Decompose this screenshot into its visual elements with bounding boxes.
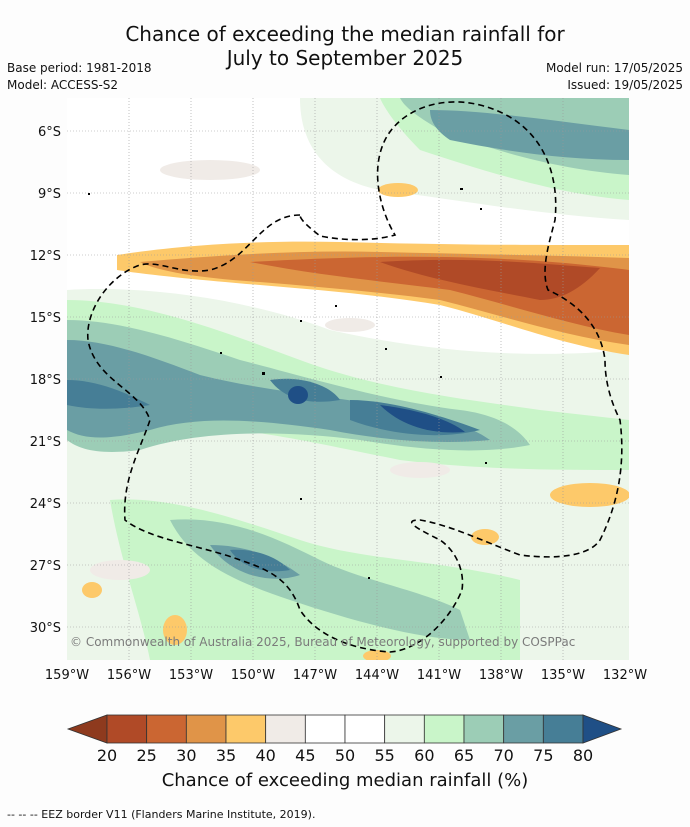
map-title: Chance of exceeding the median rainfall …	[0, 22, 690, 70]
colorbar-tick-label: 70	[493, 746, 513, 765]
colorbar-tick-label: 35	[216, 746, 236, 765]
colorbar-cell	[185, 714, 227, 744]
title-line-2: July to September 2025	[226, 46, 464, 70]
colorbar-tick-label: 75	[533, 746, 553, 765]
colorbar-tick-label: 55	[374, 746, 394, 765]
colorbar-cell	[503, 714, 544, 744]
lat-label: 21°S	[30, 435, 61, 450]
colorbar-tick-label: 25	[136, 746, 156, 765]
copyright-text: © Commonwealth of Australia 2025, Bureau…	[70, 635, 575, 649]
eez-footnote: -- -- -- EEZ border V11 (Flanders Marine…	[7, 808, 316, 821]
lon-label: 135°W	[541, 668, 585, 683]
lon-label: 138°W	[479, 668, 523, 683]
base-period: Base period: 1981-2018	[7, 61, 152, 75]
map-field	[67, 98, 629, 660]
lat-label: 24°S	[30, 497, 61, 512]
lat-label: 9°S	[38, 187, 61, 202]
lon-label: 156°W	[107, 668, 151, 683]
colorbar-cell	[304, 714, 346, 744]
lat-label: 6°S	[38, 125, 61, 140]
model-run: Model run: 17/05/2025	[545, 61, 683, 75]
colorbar-cell	[225, 714, 267, 744]
lon-label: 150°W	[231, 668, 275, 683]
colorbar-tick-label: 20	[97, 746, 117, 765]
colorbar-cell	[106, 714, 148, 744]
colorbar-label: Chance of exceeding median rainfall (%)	[161, 770, 529, 791]
eez-border	[87, 101, 623, 653]
lon-label: 141°W	[417, 668, 461, 683]
colorbar-tick-label: 65	[454, 746, 474, 765]
lon-label: 147°W	[293, 668, 337, 683]
lat-labels: 6°S 9°S 12°S 15°S 18°S 21°S 24°S 27°S 30…	[30, 125, 61, 636]
title-line-1: Chance of exceeding the median rainfall …	[125, 22, 565, 46]
colorbar-cell	[146, 714, 187, 744]
islands	[88, 188, 487, 579]
lat-label: 12°S	[30, 249, 61, 264]
colorbar-cell	[384, 714, 425, 744]
colorbar-tick-label: 45	[295, 746, 315, 765]
colorbar-tick-label: 50	[335, 746, 355, 765]
lat-label: 27°S	[30, 559, 61, 574]
lat-label: 30°S	[30, 621, 61, 636]
colorbar: 20 25 30 35 40 45 50 55 60 65 70 75 80	[66, 714, 623, 765]
issued-date: Issued: 19/05/2025	[567, 78, 683, 92]
colorbar-cell	[423, 714, 465, 744]
colorbar-tick-label: 60	[414, 746, 434, 765]
colorbar-cell	[265, 714, 306, 744]
colorbar-low-extend	[66, 714, 108, 744]
colorbar-tick-label: 30	[176, 746, 196, 765]
lon-label: 132°W	[603, 668, 647, 683]
lon-label: 153°W	[169, 668, 213, 683]
lat-label: 18°S	[30, 373, 61, 388]
lon-label: 144°W	[355, 668, 399, 683]
meta-left: Base period: 1981-2018 Model: ACCESS-S2	[7, 60, 152, 94]
lon-label: 159°W	[45, 668, 89, 683]
model-name: Model: ACCESS-S2	[7, 78, 119, 92]
colorbar-cell	[542, 714, 584, 744]
colorbar-cell	[463, 714, 505, 744]
colorbar-high-extend	[582, 714, 623, 744]
colorbar-tick-label: 40	[255, 746, 275, 765]
meta-right: Model run: 17/05/2025 Issued: 19/05/2025	[546, 60, 683, 94]
lon-labels: 159°W 156°W 153°W 150°W 147°W 144°W 141°…	[45, 668, 647, 683]
colorbar-cell	[344, 714, 386, 744]
lat-label: 15°S	[30, 311, 61, 326]
colorbar-tick-label: 80	[573, 746, 593, 765]
